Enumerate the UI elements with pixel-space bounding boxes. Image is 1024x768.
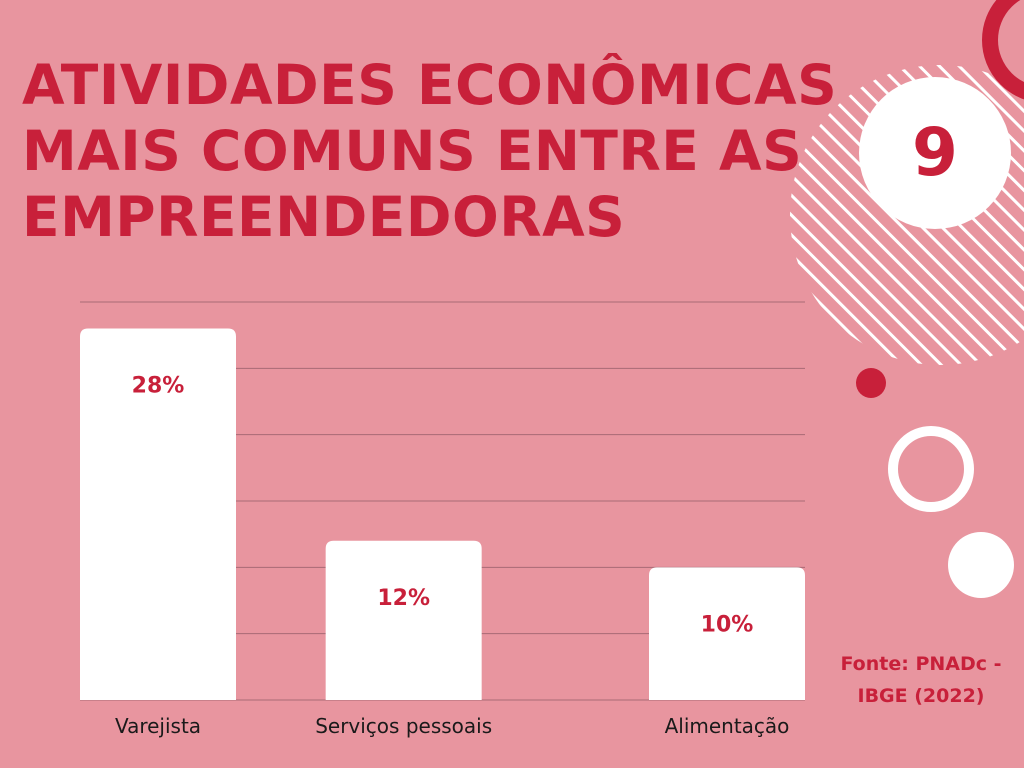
bar-value-label: 12% [377, 586, 430, 611]
title-line-3: EMPREENDEDORAS [22, 185, 626, 249]
bar [649, 567, 805, 700]
badge-circle [859, 77, 1011, 229]
category-label: Serviços pessoais [315, 714, 492, 738]
bar [80, 328, 236, 700]
white-dot-decoration [948, 532, 1014, 598]
bar-value-label: 10% [701, 612, 754, 637]
source-line-2: IBGE (2022) [857, 685, 985, 707]
page-title: ATIVIDADES ECONÔMICAS MAIS COMUNS ENTRE … [22, 52, 882, 250]
white-ring-decoration [888, 426, 974, 512]
red-dot-decoration [856, 368, 886, 398]
bar-value-label: 28% [132, 374, 185, 399]
bar-chart: 28% Varejista 12% Serviços pessoais 10% Alime… [80, 301, 805, 738]
category-label: Alimentação [665, 714, 790, 738]
category-label: Varejista [115, 714, 201, 738]
title-line-2: MAIS COMUNS ENTRE AS [22, 119, 803, 183]
badge-number: 9 [912, 114, 958, 191]
source-note: Fonte: PNADc - IBGE (2022) [826, 648, 1016, 712]
red-ring-decoration [982, 0, 1024, 100]
source-line-1: Fonte: PNADc - [840, 653, 1002, 675]
bar [325, 540, 482, 700]
title-line-1: ATIVIDADES ECONÔMICAS [22, 53, 838, 117]
